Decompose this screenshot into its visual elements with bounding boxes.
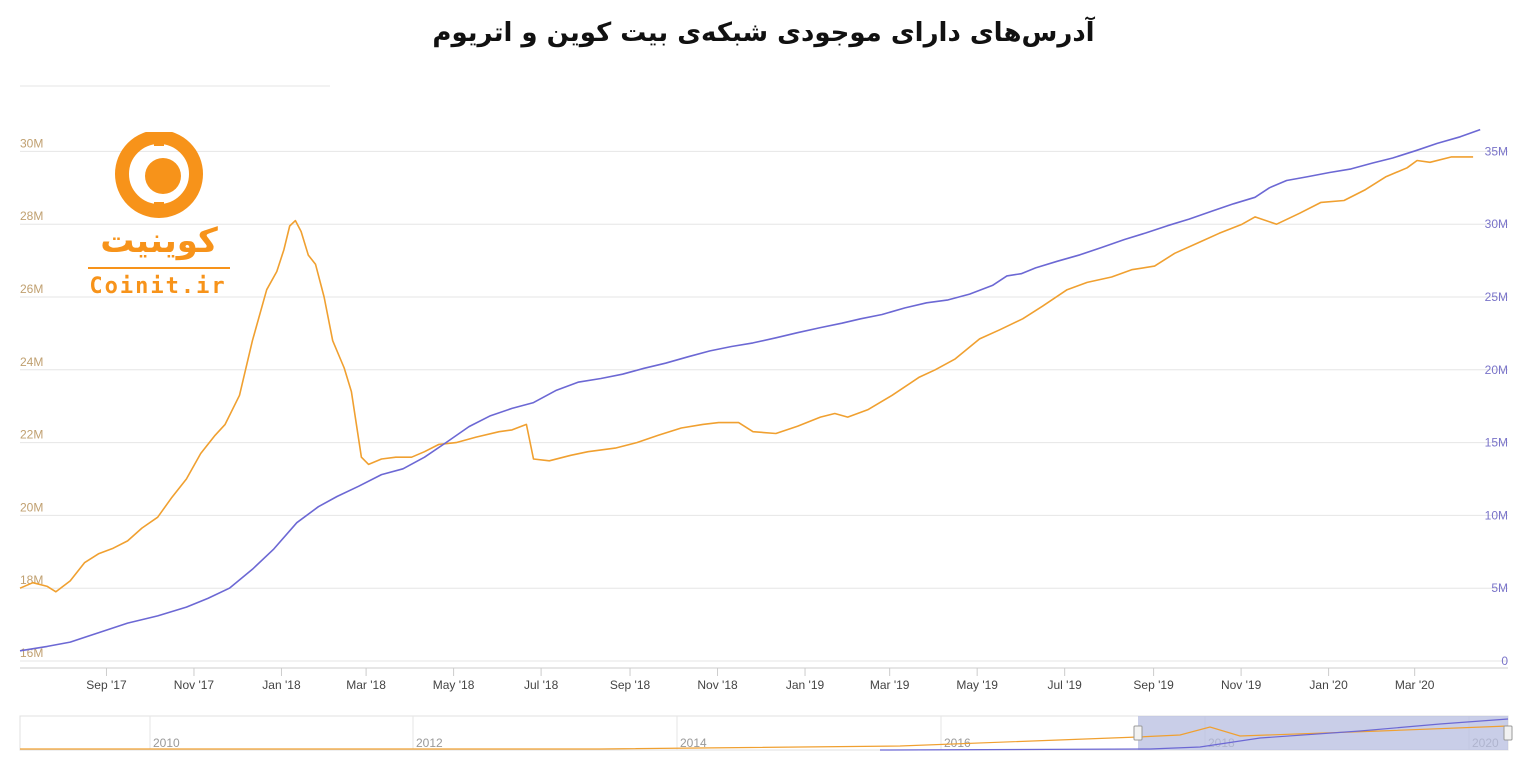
navigator-handle-left[interactable]: [1133, 725, 1143, 741]
y-right-tick-label: 35M: [1485, 144, 1508, 158]
x-tick-label: Jan '20: [1309, 678, 1348, 692]
y-right-tick-label: 30M: [1485, 217, 1508, 231]
y-left-tick-label: 26M: [20, 282, 43, 296]
y-left-tick-label: 28M: [20, 209, 43, 223]
y-left-tick-label: 30M: [20, 136, 43, 150]
y-right-tick-label: 5M: [1491, 581, 1508, 595]
series-line-bitcoin: [19, 156, 1474, 593]
x-tick-label: Sep '19: [1133, 678, 1174, 692]
x-tick-label: May '18: [433, 678, 475, 692]
x-tick-label: Jan '19: [786, 678, 825, 692]
navigator-handle-right[interactable]: [1503, 725, 1513, 741]
navigator[interactable]: 201020122014201620182020: [19, 715, 1513, 751]
x-tick-label: Sep '17: [86, 678, 127, 692]
x-tick-label: Mar '20: [1395, 678, 1435, 692]
x-tick-label: Jul '19: [1048, 678, 1083, 692]
x-tick-label: Nov '18: [697, 678, 738, 692]
y-right-tick-label: 0: [1501, 654, 1508, 668]
y-right-tick-label: 25M: [1485, 290, 1508, 304]
x-tick-label: Mar '19: [870, 678, 910, 692]
x-tick-label: Nov '17: [174, 678, 215, 692]
series-group: [19, 128, 1481, 652]
series-line-ethereum: [19, 128, 1481, 652]
navigator-year-label: 2014: [680, 736, 707, 750]
y-right-tick-label: 20M: [1485, 363, 1508, 377]
y-left-tick-label: 24M: [20, 355, 43, 369]
logo-notch-top: [154, 132, 164, 146]
x-tick-label: May '19: [956, 678, 998, 692]
logo-notch-bottom: [154, 202, 164, 216]
x-axis: Sep '17 Nov '17 Jan '18 Mar '18 May '18 Jul '…: [20, 667, 1508, 692]
x-tick-label: Jan '18: [262, 678, 301, 692]
chart-title: آدرس‌های دارای موجودی شبکه‌ی بیت کوین و …: [432, 18, 1095, 48]
coinit-logo: کوینیت: [88, 132, 230, 269]
x-tick-label: Nov '19: [1221, 678, 1262, 692]
y-left-tick-label: 22M: [20, 428, 43, 442]
grid-lines: [20, 85, 1508, 662]
y-axis-right: 0 5M 10M 15M 20M 25M 30M 35M: [1485, 144, 1509, 668]
navigator-year-label: 2012: [416, 736, 443, 750]
x-tick-label: Sep '18: [610, 678, 651, 692]
y-right-tick-label: 15M: [1485, 436, 1508, 450]
navigator-line-ethereum: [879, 718, 1509, 751]
logo-core: [145, 158, 181, 194]
x-tick-label: Jul '18: [524, 678, 559, 692]
logo-wordmark-fa: کوینیت: [100, 221, 218, 261]
x-tick-label: Mar '18: [346, 678, 386, 692]
y-right-tick-label: 10M: [1485, 508, 1508, 522]
y-left-tick-label: 20M: [20, 500, 43, 514]
navigator-year-label: 2010: [153, 736, 180, 750]
logo-wordmark: Coinit.ir: [89, 274, 227, 299]
navigator-year-label: 2016: [944, 736, 971, 750]
